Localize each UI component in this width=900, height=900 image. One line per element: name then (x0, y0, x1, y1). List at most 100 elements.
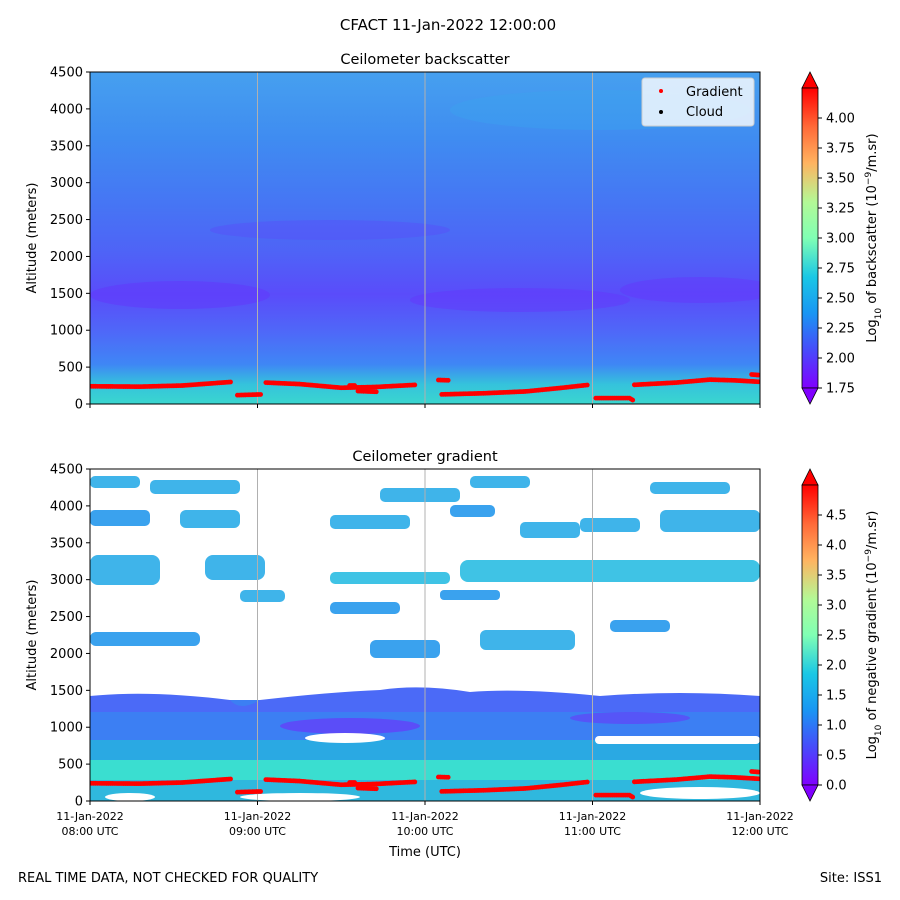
backscatter-colorbar-tick-label: 2.50 (826, 292, 855, 307)
gradient-y-tick-label: 4000 (50, 499, 83, 514)
x-tick-label-time: 09:00 UTC (229, 825, 286, 838)
backscatter-colorbar-tick-label: 3.75 (826, 142, 855, 157)
backscatter-colorbar-tick-label: 3.25 (826, 202, 855, 217)
gradient-layer-point (755, 776, 760, 782)
backscatter-y-tick-label: 3500 (50, 139, 83, 154)
gradient-colorbar-tick-label: 2.5 (826, 629, 847, 644)
backscatter-panel-title: Ceilometer backscatter (340, 52, 509, 68)
gradient-y-tick-label: 1000 (50, 721, 83, 736)
gradient-secondary-point (630, 397, 636, 403)
backscatter-colorbar-label: Log10 of backscatter (10−9/m.sr) (864, 133, 884, 342)
gradient-colorbar: 0.0 0.5 1.0 1.5 2.0 2.5 3.0 3.5 4.0 4.5 Log10 of … (801, 468, 884, 802)
x-tick-label-time: 08:00 UTC (61, 825, 118, 838)
gradient-secondary-point (755, 769, 760, 775)
backscatter-colorbar-tick-label: 3.50 (826, 172, 855, 187)
legend: Gradient Cloud (641, 77, 755, 127)
gradient-colorbar-tick-label: 0.5 (826, 749, 847, 764)
backscatter-vertical-gridlines (257, 72, 593, 404)
quality-disclaimer: REAL TIME DATA, NOT CHECKED FOR QUALITY (18, 871, 318, 886)
backscatter-colorbar-tick-label: 3.00 (826, 232, 855, 247)
gradient-layer-point (412, 779, 418, 785)
backscatter-y-tick-label: 4000 (50, 102, 83, 117)
gradient-secondary-point (352, 780, 358, 785)
gradient-layer-point (584, 779, 590, 785)
backscatter-y-tick-label: 0 (75, 398, 83, 413)
gradient-colorbar-body (801, 484, 819, 786)
gradient-colorbar-extend-top (801, 468, 819, 486)
gradient-colorbar-tick-label: 4.5 (826, 509, 847, 524)
gradient-colorbar-extend-bottom (801, 784, 819, 802)
gradient-x-axis: 11-Jan-2022 08:00 UTC 11-Jan-2022 09:00 UTC… (56, 801, 794, 838)
x-tick-label-time: 10:00 UTC (396, 825, 453, 838)
backscatter-y-tick-label: 3000 (50, 176, 83, 191)
gradient-panel-title: Ceilometer gradient (352, 449, 498, 465)
gradient-y-tick-label: 3000 (50, 573, 83, 588)
gradient-colorbar-tick-label: 1.0 (826, 719, 847, 734)
backscatter-x-ticks (89, 404, 761, 408)
gradient-secondary-point (445, 377, 451, 383)
gradient-gradient-markers (90, 769, 760, 800)
x-tick-label-date: 11-Jan-2022 (726, 810, 794, 823)
backscatter-y-tick-label: 2000 (50, 250, 83, 265)
x-tick-label-time: 12:00 UTC (731, 825, 788, 838)
gradient-y-tick-label: 500 (58, 758, 83, 773)
backscatter-colorbar: 1.75 2.00 2.25 2.50 2.75 3.00 3.25 3.50 3.75 4.00… (801, 71, 884, 405)
gradient-secondary-point (258, 789, 263, 794)
gradient-colorbar-tick-label: 3.0 (826, 599, 847, 614)
figure-title: CFACT 11-Jan-2022 12:00:00 (340, 16, 556, 34)
backscatter-colorbar-extend-bottom (801, 387, 819, 405)
gradient-layer-point (755, 379, 760, 385)
gradient-panel: Ceilometer gradient (25, 449, 884, 860)
gradient-secondary-point (445, 774, 451, 780)
site-label: Site: ISS1 (820, 871, 882, 886)
gradient-colorbar-tick-label: 2.0 (826, 659, 847, 674)
gradient-layer-point (584, 382, 590, 388)
gradient-y-tick-label: 0 (75, 795, 83, 810)
legend-box (641, 77, 755, 127)
x-tick-label-date: 11-Jan-2022 (559, 810, 627, 823)
backscatter-colorbar-tick-label: 2.75 (826, 262, 855, 277)
backscatter-gradient-markers (90, 372, 760, 403)
gradient-colorbar-tick-label: 4.0 (826, 539, 847, 554)
x-tick-label-date: 11-Jan-2022 (224, 810, 292, 823)
gradient-secondary-point (630, 794, 636, 800)
gradient-layer-point (412, 382, 418, 388)
gradient-x-label: Time (UTC) (388, 845, 461, 860)
backscatter-colorbar-tick-label: 2.00 (826, 352, 855, 367)
gradient-colorbar-label: Log10 of negative gradient (10−9/m.sr) (864, 511, 884, 760)
gradient-layer-point (228, 379, 233, 385)
backscatter-colorbar-tick-label: 4.00 (826, 112, 855, 127)
x-tick-label-date: 11-Jan-2022 (56, 810, 124, 823)
backscatter-y-label: Altitude (meters) (25, 183, 40, 294)
gradient-colorbar-tick-label: 0.0 (826, 779, 847, 794)
gradient-secondary-point (352, 383, 358, 388)
gradient-y-tick-label: 4500 (50, 463, 83, 478)
backscatter-panel: Ceilometer backscatter 0 500 1000 1500 2000 2… (25, 52, 884, 413)
gradient-secondary-point (373, 786, 379, 792)
gradient-vertical-gridlines (257, 469, 593, 801)
gradient-colorbar-tick-label: 3.5 (826, 569, 847, 584)
gradient-colorbar-tick-label: 1.5 (826, 689, 847, 704)
gradient-y-label: Altitude (meters) (25, 580, 40, 691)
backscatter-y-axis: 0 500 1000 1500 2000 2500 3000 3500 4000 4500 (50, 66, 90, 413)
gradient-y-tick-label: 2000 (50, 647, 83, 662)
backscatter-colorbar-tick-label: 2.25 (826, 322, 855, 337)
backscatter-colorbar-tick-label: 1.75 (826, 382, 855, 397)
legend-cloud-label: Cloud (686, 105, 723, 120)
legend-gradient-label: Gradient (686, 85, 743, 100)
backscatter-colorbar-body (801, 87, 819, 389)
backscatter-y-tick-label: 1500 (50, 287, 83, 302)
gradient-y-tick-label: 1500 (50, 684, 83, 699)
gradient-secondary-point (755, 372, 760, 378)
backscatter-y-tick-label: 2500 (50, 213, 83, 228)
gradient-y-tick-label: 3500 (50, 536, 83, 551)
backscatter-colorbar-extend-top (801, 71, 819, 89)
gradient-secondary-point (258, 392, 263, 397)
x-tick-label-date: 11-Jan-2022 (391, 810, 459, 823)
backscatter-y-tick-label: 500 (58, 361, 83, 376)
backscatter-y-tick-label: 1000 (50, 324, 83, 339)
backscatter-y-tick-label: 4500 (50, 66, 83, 81)
legend-cloud-marker (659, 110, 663, 114)
gradient-secondary-point (373, 389, 379, 395)
